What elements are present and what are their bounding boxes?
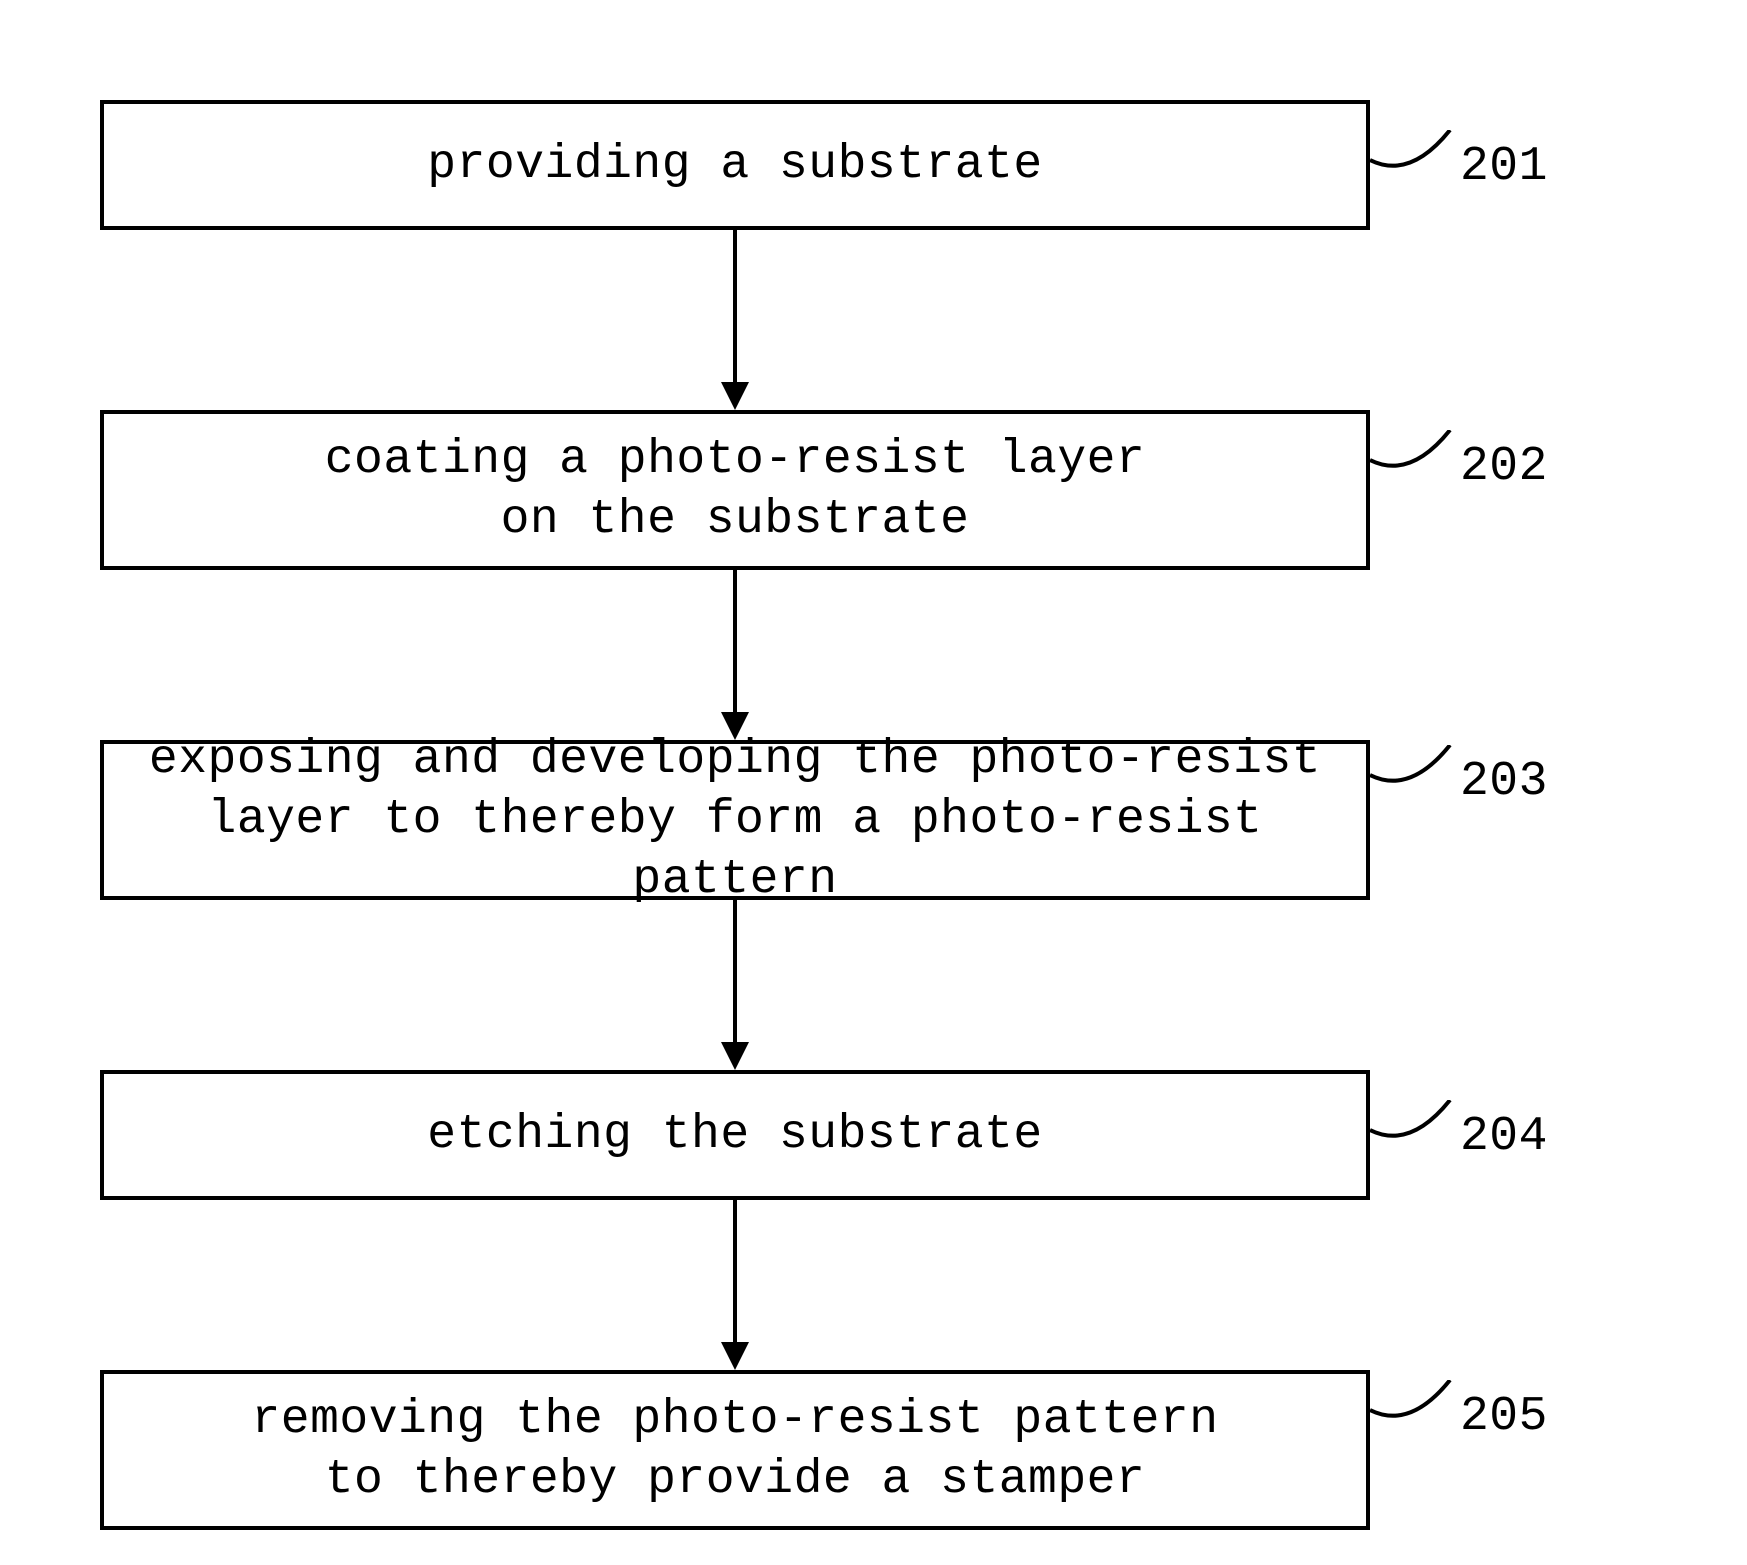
flow-step-203-text: exposing and developing the photo-resist… bbox=[104, 730, 1366, 910]
flow-step-204: etching the substrate bbox=[100, 1070, 1370, 1200]
tick-204 bbox=[1370, 1100, 1460, 1160]
arrow-203-204 bbox=[715, 900, 755, 1070]
flow-label-203: 203 bbox=[1460, 755, 1548, 809]
flow-step-204-text: etching the substrate bbox=[427, 1105, 1042, 1165]
arrow-201-202 bbox=[715, 230, 755, 410]
flow-label-201: 201 bbox=[1460, 140, 1548, 194]
flow-step-202-text: coating a photo-resist layeron the subst… bbox=[325, 430, 1146, 550]
tick-205 bbox=[1370, 1380, 1460, 1440]
tick-202 bbox=[1370, 430, 1460, 490]
flow-step-205: removing the photo-resist patternto ther… bbox=[100, 1370, 1370, 1530]
flow-step-201: providing a substrate bbox=[100, 100, 1370, 230]
flow-label-204: 204 bbox=[1460, 1110, 1548, 1164]
flow-step-205-text: removing the photo-resist patternto ther… bbox=[251, 1390, 1218, 1510]
tick-201 bbox=[1370, 130, 1460, 190]
flow-label-202: 202 bbox=[1460, 440, 1548, 494]
arrow-204-205 bbox=[715, 1200, 755, 1370]
flow-step-202: coating a photo-resist layeron the subst… bbox=[100, 410, 1370, 570]
flow-step-203: exposing and developing the photo-resist… bbox=[100, 740, 1370, 900]
flow-label-205: 205 bbox=[1460, 1390, 1548, 1444]
tick-203 bbox=[1370, 745, 1460, 805]
flow-step-201-text: providing a substrate bbox=[427, 135, 1042, 195]
arrow-202-203 bbox=[715, 570, 755, 740]
